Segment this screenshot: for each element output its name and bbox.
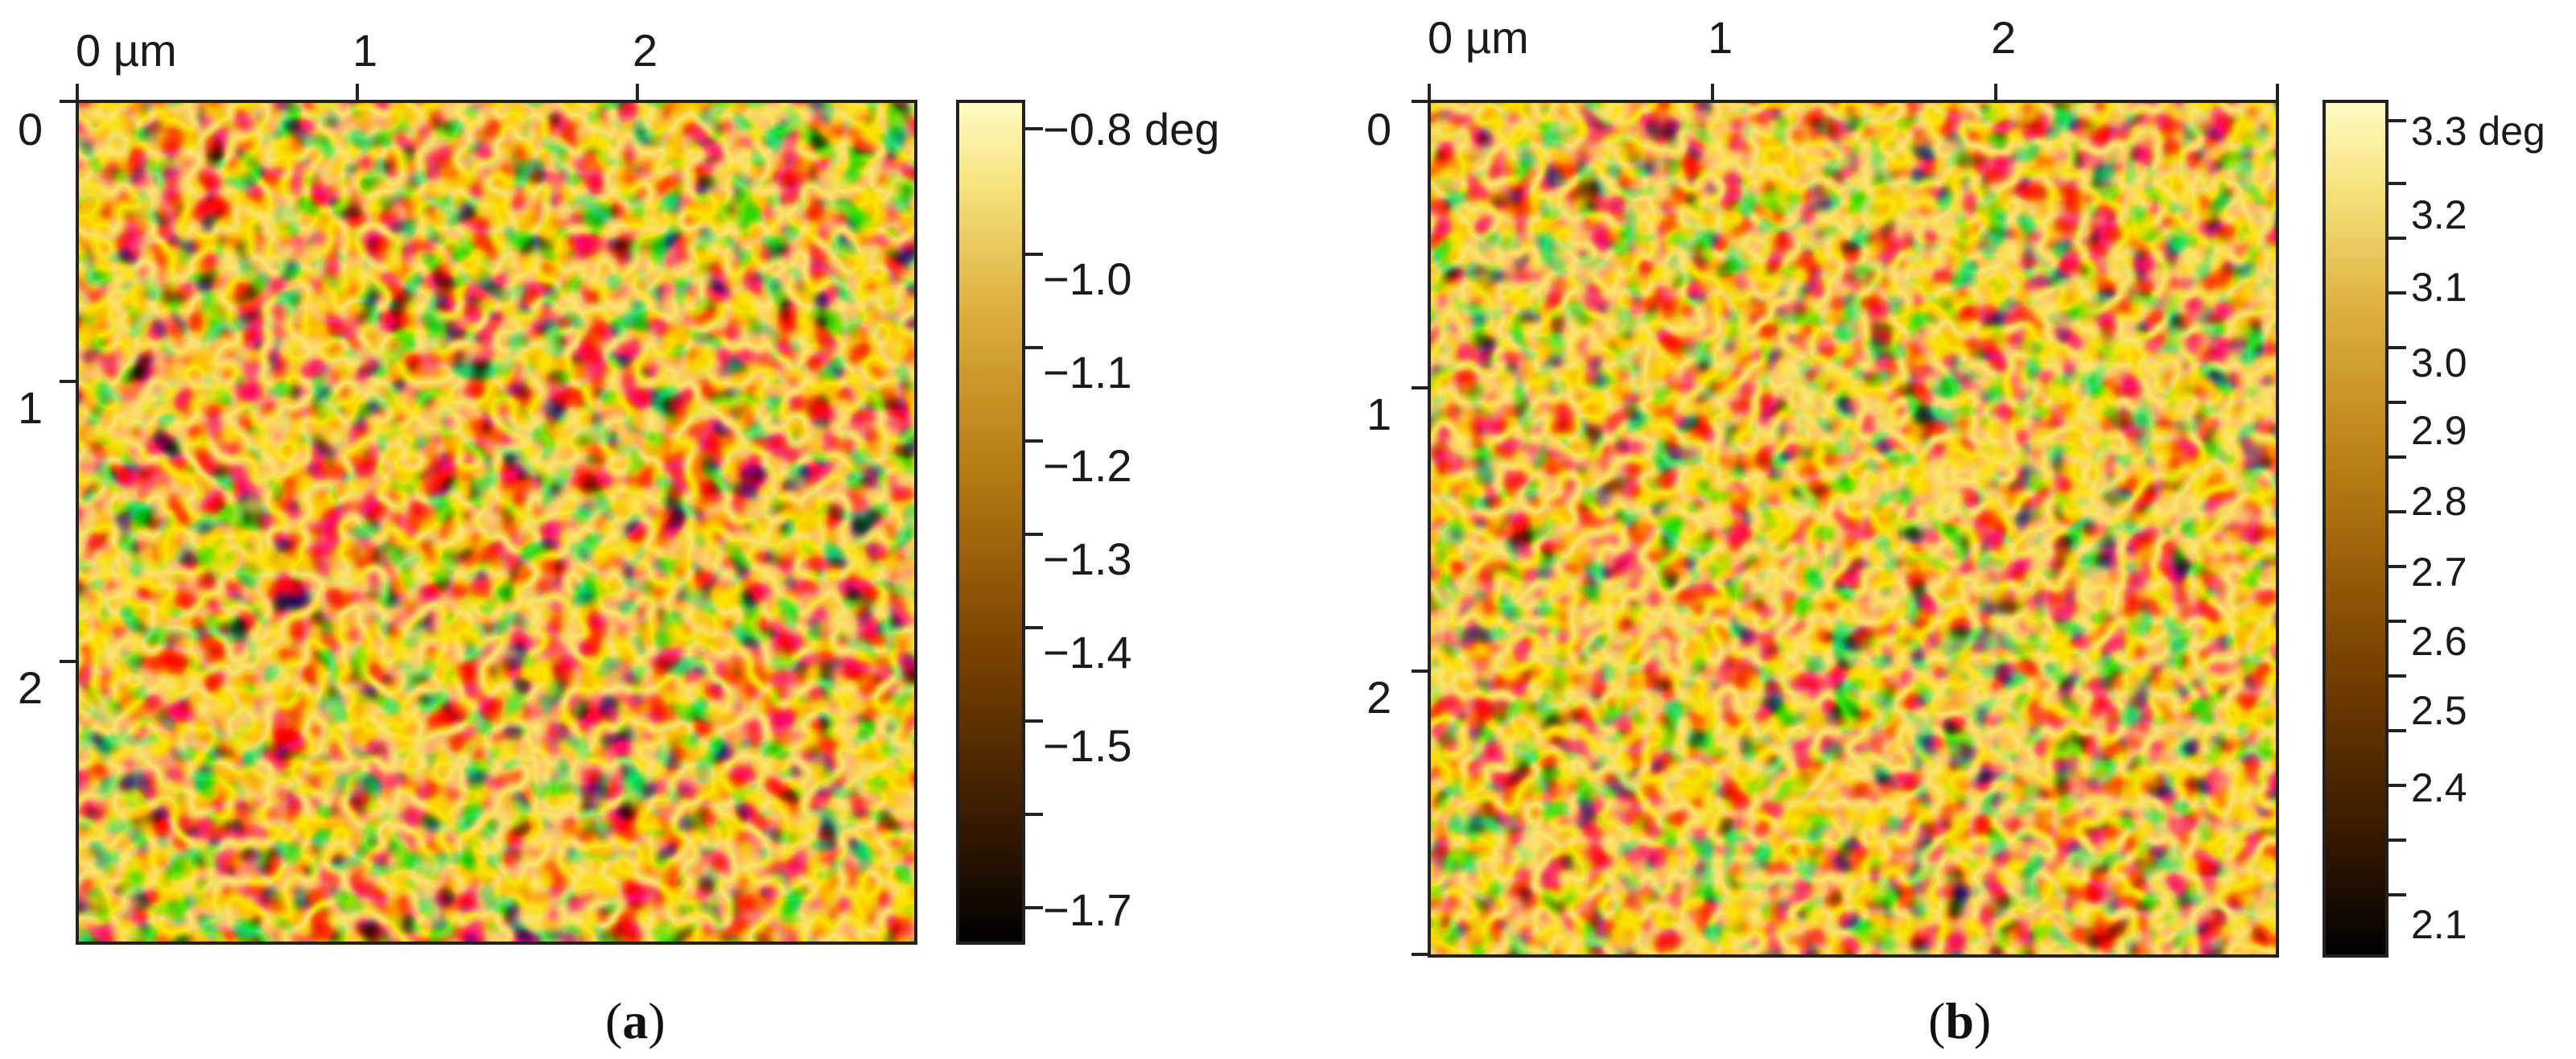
colorbar-ticks-b [2387,119,2406,896]
colorbar-a [956,100,1025,945]
x-axis-b [1428,84,2279,101]
colorbar-label: −1.2 [1043,440,1132,491]
x-tick-label: 0 µm [76,25,177,76]
colorbar-label: −1.4 [1043,627,1132,678]
x-tick-label: 2 [633,25,657,76]
x-tick-label: 0 µm [1428,12,1529,63]
colorbar-label: −1.5 [1043,720,1132,771]
colorbar-label: 2.5 [2411,688,2467,733]
x-tick-label: 1 [352,25,377,76]
colorbar-label: −1.3 [1043,534,1132,584]
colorbar-label: 2.8 [2411,479,2467,524]
y-axis-b [1412,100,1429,956]
colorbar-label: 2.6 [2411,619,2467,664]
colorbar-label: 3.0 [2411,340,2467,385]
colorbar-label: −1.0 [1043,253,1132,304]
colorbar-label: 3.2 [2411,192,2467,237]
colorbar-label: −1.7 [1043,884,1132,935]
colorbar-label: 2.9 [2411,408,2467,453]
y-tick-label: 2 [1366,672,1391,723]
x-tick-label: 1 [1708,12,1733,63]
colorbar-label: 3.1 [2411,265,2467,310]
colorbar-label: 3.3 deg [2411,109,2545,154]
colorbar-label: −0.8 deg [1043,104,1220,155]
panel-caption-b: (b) [1928,992,1991,1049]
colorbar-label: 2.1 [2411,902,2467,947]
y-tick-label: 0 [18,104,43,155]
colorbar-label: −1.1 [1043,347,1132,398]
y-axis-a [60,100,77,663]
x-tick-label: 2 [1991,12,2016,63]
image-frame-a [76,100,917,945]
y-tick-label: 2 [18,662,43,713]
panel-a: 0 µm 1 2 0 1 2 −0.8 deg −1.0 −1.1 −1.2 [18,25,1220,1049]
x-axis-a [76,84,639,101]
colorbar-b [2323,100,2388,958]
y-tick-label: 0 [1366,104,1391,155]
y-tick-label: 1 [18,382,43,433]
panel-caption-a: (a) [605,992,666,1049]
colorbar-ticks-a [1024,127,1043,909]
colorbar-label: 2.4 [2411,765,2467,810]
y-tick-label: 1 [1366,389,1391,439]
colorbar-label: 2.7 [2411,550,2467,595]
phase-image-b [1429,101,2277,956]
image-frame-b [1428,100,2279,958]
phase-image-a [77,101,916,943]
panel-b: 0 µm 1 2 0 1 2 3 [1366,12,2545,1049]
